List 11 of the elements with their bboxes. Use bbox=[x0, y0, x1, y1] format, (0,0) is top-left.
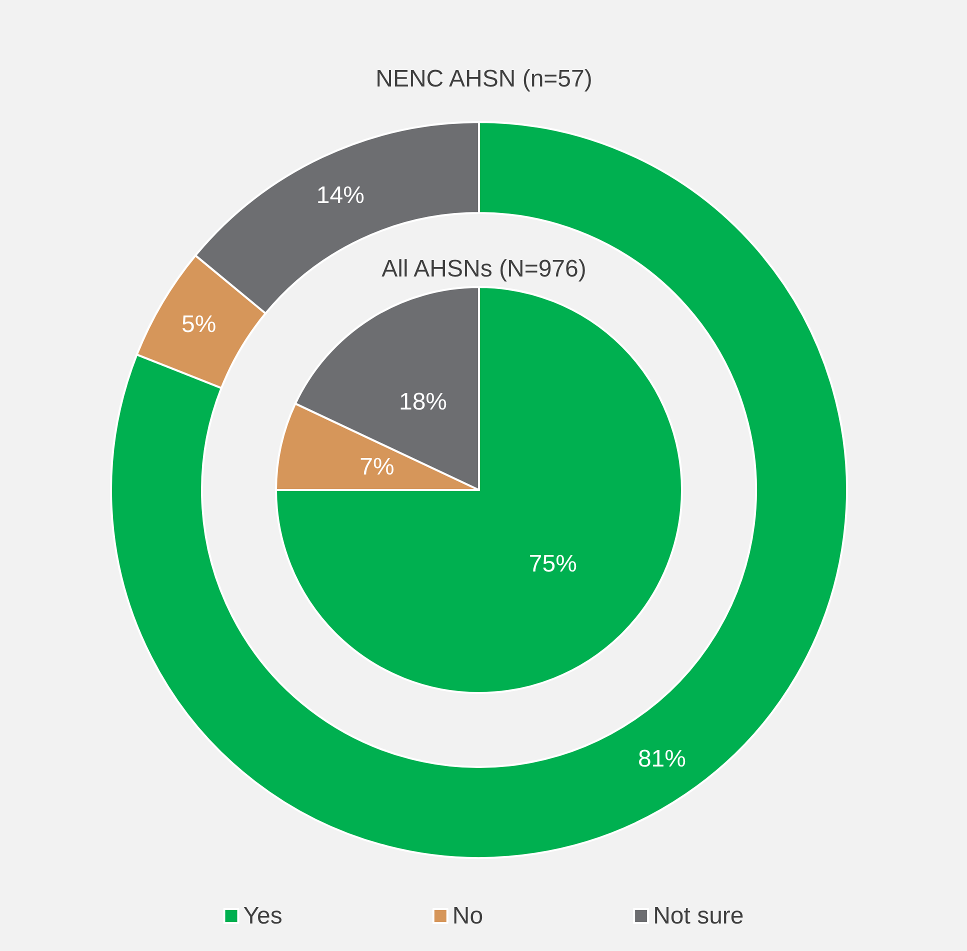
legend-label: Not sure bbox=[653, 902, 744, 930]
legend-label: No bbox=[452, 902, 484, 930]
chart-title: NENC AHSN (n=57) bbox=[376, 66, 592, 92]
legend-label: Yes bbox=[243, 902, 282, 930]
chart-title: All AHSNs (N=976) bbox=[382, 256, 586, 282]
data-label: 14% bbox=[316, 182, 364, 209]
data-label: 75% bbox=[528, 550, 577, 578]
data-label: 18% bbox=[398, 388, 448, 416]
data-label: 5% bbox=[181, 310, 216, 338]
data-label: 7% bbox=[360, 454, 394, 481]
data-label: 81% bbox=[638, 746, 686, 773]
